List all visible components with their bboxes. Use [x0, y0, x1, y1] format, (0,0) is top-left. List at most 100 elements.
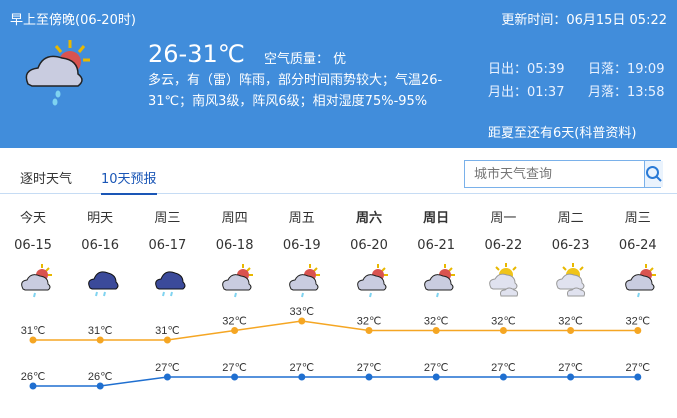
city-search-input[interactable] — [465, 161, 644, 187]
high-temp-label: 32℃ — [357, 316, 382, 328]
high-temp-label: 31℃ — [88, 325, 113, 337]
low-temp-point — [96, 382, 104, 390]
date: 06-21 — [417, 238, 456, 253]
low-temp-point — [499, 373, 507, 381]
low-temp-label: 27℃ — [357, 362, 382, 374]
weekday: 周三 — [624, 211, 651, 226]
weekday: 周五 — [288, 211, 315, 226]
low-temp-label: 26℃ — [21, 371, 46, 383]
partly-cloudy-rain-icon — [0, 262, 67, 298]
high-temp-point — [163, 336, 171, 344]
high-temp-label: 31℃ — [155, 325, 180, 337]
solstice-tip-link[interactable]: 距夏至还有6天(科普资料) — [488, 126, 637, 141]
forecast-period: 早上至傍晚(06-20时) — [10, 13, 136, 28]
high-temp-point — [365, 327, 373, 334]
low-temp-label: 27℃ — [626, 362, 651, 374]
high-temp-label: 32℃ — [222, 316, 247, 328]
weather-description: 多云，有（雷）阵雨，部分时间雨势较大；气温26-31℃；南风3级，阵风6级；相对… — [148, 73, 443, 109]
update-time: 更新时间：06月15日 05:22 — [501, 13, 667, 28]
date: 06-20 — [350, 238, 388, 253]
temperature-range: 26-31℃ — [148, 40, 245, 68]
air-quality: 空气质量： 优 — [264, 52, 347, 67]
tab-bar: 逐时天气 10天预报 — [0, 150, 677, 195]
date: 06-15 — [14, 238, 52, 253]
high-temp-label: 32℃ — [558, 316, 583, 328]
low-temp-label: 27℃ — [155, 362, 180, 374]
high-temp-point — [298, 317, 306, 325]
weekday: 周一 — [490, 211, 517, 226]
forecast-day: 周四 06-18 — [201, 207, 268, 253]
low-temp-label: 27℃ — [222, 362, 247, 374]
forecast-day: 周五 06-19 — [268, 207, 335, 253]
high-temp-point — [499, 327, 507, 334]
forecast-day: 周三 06-17 — [134, 207, 201, 253]
low-temp-point — [163, 373, 171, 381]
partly-cloudy-icon — [537, 262, 604, 298]
city-search — [464, 160, 663, 188]
high-temp-label: 33℃ — [290, 306, 315, 318]
partly-cloudy-rain-icon — [25, 40, 90, 106]
high-temp-line — [33, 320, 638, 341]
low-temp-label: 27℃ — [424, 362, 449, 374]
partly-cloudy-rain-icon — [336, 262, 403, 298]
partly-cloudy-rain-icon — [201, 262, 268, 298]
high-temp-point — [567, 327, 575, 334]
weekday: 今天 — [19, 211, 46, 226]
low-temp-point — [231, 373, 239, 381]
high-temp-label: 32℃ — [424, 316, 449, 328]
date: 06-23 — [551, 238, 590, 253]
low-temp-point — [567, 373, 575, 381]
search-button[interactable] — [644, 161, 663, 187]
date: 06-16 — [81, 238, 120, 253]
tab-10-day[interactable]: 10天预报 — [101, 168, 157, 195]
date: 06-18 — [215, 238, 254, 253]
low-temp-point — [365, 373, 373, 381]
partly-cloudy-icon — [470, 262, 537, 298]
weekday: 周六 — [355, 211, 382, 226]
low-temp-label: 26℃ — [88, 371, 113, 383]
low-temp-point — [298, 373, 306, 381]
moonrise: 月出：01:37 — [488, 85, 565, 100]
low-temp-label: 27℃ — [558, 362, 583, 374]
search-icon — [646, 166, 662, 182]
low-temp-line — [33, 376, 638, 387]
current-weather-panel: 早上至傍晚(06-20时) 更新时间：06月15日 05:22 26-31℃ 空… — [0, 0, 677, 148]
forecast-day: 周二 06-23 — [537, 207, 604, 253]
high-temp-label: 31℃ — [21, 325, 46, 337]
date: 06-19 — [282, 238, 321, 253]
partly-cloudy-rain-icon — [268, 262, 335, 298]
weekday: 周日 — [423, 211, 450, 226]
low-temp-point — [29, 382, 37, 390]
sunset: 日落：19:09 — [588, 62, 665, 77]
weekday: 周二 — [557, 211, 584, 226]
partly-cloudy-rain-icon — [403, 262, 470, 298]
low-temp-point — [634, 373, 642, 381]
sunrise: 日出：05:39 — [488, 62, 565, 77]
weekday: 周三 — [154, 211, 181, 226]
forecast-day: 周六 06-20 — [336, 207, 403, 253]
forecast-day: 周一 06-22 — [470, 207, 537, 253]
high-temp-point — [29, 336, 37, 344]
high-temp-label: 32℃ — [626, 316, 651, 328]
high-temp-point — [432, 327, 440, 334]
date: 06-22 — [484, 238, 523, 253]
forecast-day: 周日 06-21 — [403, 207, 470, 253]
low-temp-point — [432, 373, 440, 381]
weekday: 周四 — [221, 211, 248, 226]
forecast-day: 明天 06-16 — [67, 207, 134, 253]
heavy-rain-icon — [67, 262, 134, 298]
heavy-rain-icon — [134, 262, 201, 298]
high-temp-point — [634, 327, 642, 334]
date: 06-24 — [618, 238, 657, 253]
date: 06-17 — [148, 238, 187, 253]
forecast-day: 周三 06-24 — [604, 207, 671, 253]
high-temp-point — [96, 336, 104, 344]
high-temp-point — [231, 327, 239, 334]
high-temp-label: 32℃ — [491, 316, 516, 328]
temperature-chart: 31℃ 31℃ 31℃ 32℃ 33℃ 32℃ 32℃ 32℃ 32℃ 32℃ 26℃ 26℃ 27℃ 2… — [21, 306, 651, 390]
forecast-day: 今天 06-15 — [0, 207, 67, 253]
tab-hourly[interactable]: 逐时天气 — [20, 172, 73, 187]
partly-cloudy-rain-icon — [604, 262, 671, 298]
low-temp-label: 27℃ — [290, 362, 315, 374]
weekday: 明天 — [87, 211, 114, 226]
